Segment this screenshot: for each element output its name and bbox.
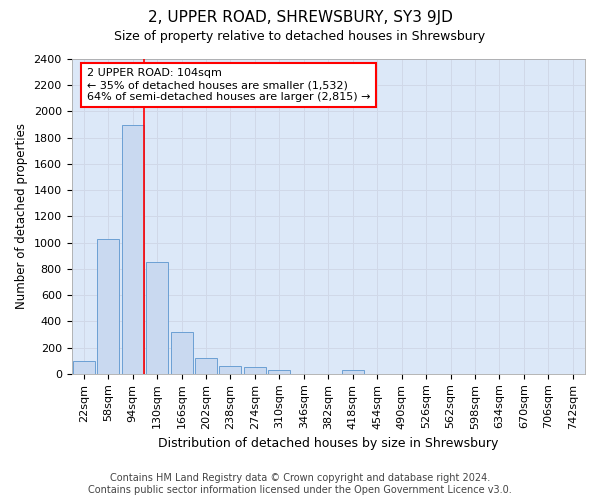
X-axis label: Distribution of detached houses by size in Shrewsbury: Distribution of detached houses by size … [158, 437, 499, 450]
Bar [122, 124, 143, 374]
Bar [73, 362, 95, 374]
Text: 2, UPPER ROAD, SHREWSBURY, SY3 9JD: 2, UPPER ROAD, SHREWSBURY, SY3 9JD [148, 10, 452, 25]
Text: 2 UPPER ROAD: 104sqm
← 35% of detached houses are smaller (1,532)
64% of semi-de: 2 UPPER ROAD: 104sqm ← 35% of detached h… [87, 68, 370, 102]
Text: Contains HM Land Registry data © Crown copyright and database right 2024.
Contai: Contains HM Land Registry data © Crown c… [88, 474, 512, 495]
Bar [268, 370, 290, 374]
Bar [146, 262, 168, 374]
Bar [170, 332, 193, 374]
Bar [195, 358, 217, 374]
Bar [220, 366, 241, 374]
Bar [244, 367, 266, 374]
Text: Size of property relative to detached houses in Shrewsbury: Size of property relative to detached ho… [115, 30, 485, 43]
Bar [342, 370, 364, 374]
Y-axis label: Number of detached properties: Number of detached properties [15, 124, 28, 310]
Bar [97, 240, 119, 374]
